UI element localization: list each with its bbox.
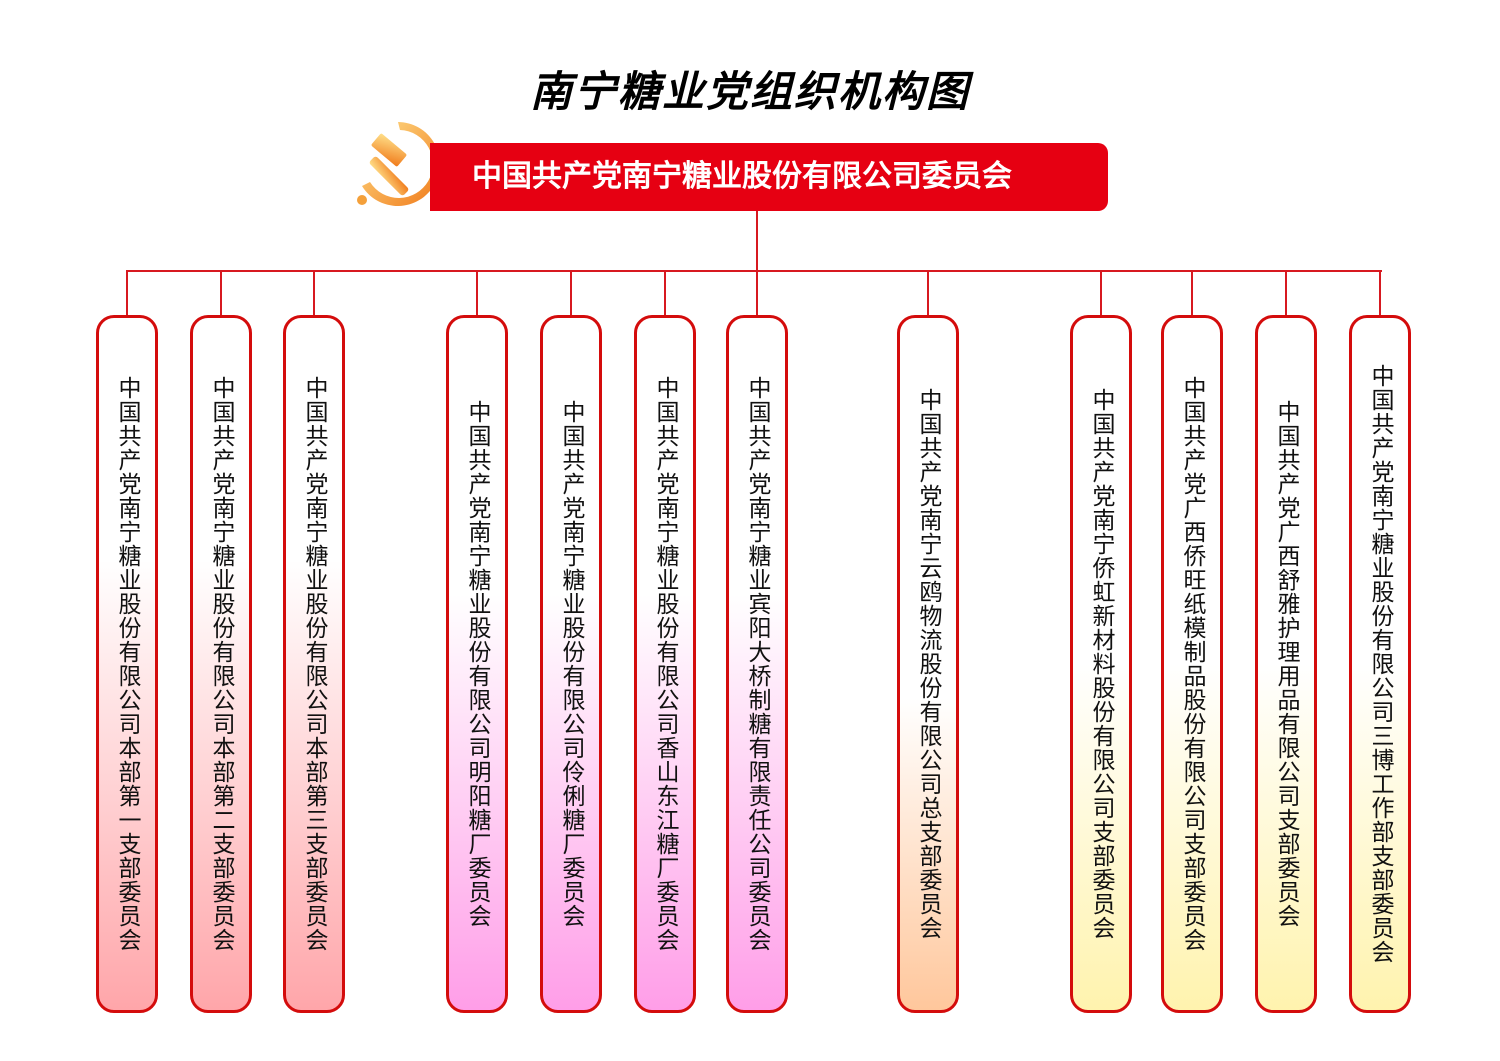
branch-connector	[664, 271, 666, 316]
branch-connector	[756, 271, 758, 316]
party-emblem-icon	[357, 122, 440, 206]
branch-connector	[570, 271, 572, 316]
branch-committee-box: 中国共产党广西侨旺纸模制品股份有限公司支部委员会	[1161, 315, 1223, 1013]
branch-committee-box: 中国共产党广西舒雅护理用品有限公司支部委员会	[1255, 315, 1317, 1013]
root-connector	[756, 211, 758, 272]
branch-connector	[1379, 271, 1381, 316]
branch-committee-label: 中国共产党南宁糖业股份有限公司本部第一支部委员会	[114, 376, 140, 952]
branch-connector	[220, 271, 222, 316]
branch-committee-box: 中国共产党南宁糖业股份有限公司明阳糖厂委员会	[446, 315, 508, 1013]
branch-connector	[1285, 271, 1287, 316]
branch-committee-box: 中国共产党南宁糖业股份有限公司本部第二支部委员会	[190, 315, 252, 1013]
branch-committee-box: 中国共产党南宁糖业股份有限公司本部第三支部委员会	[283, 315, 345, 1013]
branch-committee-box: 中国共产党南宁糖业股份有限公司伶俐糖厂委员会	[540, 315, 602, 1013]
branch-committee-label: 中国共产党南宁糖业宾阳大桥制糖有限责任公司委员会	[744, 376, 770, 952]
branch-committee-label: 中国共产党南宁糖业股份有限公司本部第二支部委员会	[208, 376, 234, 952]
root-committee-label: 中国共产党南宁糖业股份有限公司委员会	[472, 159, 1012, 194]
branch-committee-label: 中国共产党南宁糖业股份有限公司明阳糖厂委员会	[464, 400, 490, 928]
branch-connector	[313, 271, 315, 316]
branch-committee-label: 中国共产党广西侨旺纸模制品股份有限公司支部委员会	[1179, 376, 1205, 952]
branch-committee-label: 中国共产党南宁糖业股份有限公司伶俐糖厂委员会	[558, 400, 584, 928]
branch-committee-box: 中国共产党南宁糖业股份有限公司三博工作部支部委员会	[1349, 315, 1411, 1013]
branch-committee-box: 中国共产党南宁云鸥物流股份有限公司总支部委员会	[897, 315, 959, 1013]
branch-committee-label: 中国共产党南宁糖业股份有限公司三博工作部支部委员会	[1367, 364, 1393, 964]
branch-connector	[1100, 271, 1102, 316]
branch-connector	[476, 271, 478, 316]
branch-connector	[927, 271, 929, 316]
branch-connector	[126, 271, 128, 316]
branch-connector	[1191, 271, 1193, 316]
chart-title: 南宁糖业党组织机构图	[529, 67, 970, 116]
branch-committee-label: 中国共产党南宁侨虹新材料股份有限公司支部委员会	[1088, 388, 1114, 940]
branch-committee-label: 中国共产党南宁糖业股份有限公司本部第三支部委员会	[301, 376, 327, 952]
branch-committee-box: 中国共产党南宁糖业宾阳大桥制糖有限责任公司委员会	[726, 315, 788, 1013]
branch-committee-box: 中国共产党南宁侨虹新材料股份有限公司支部委员会	[1070, 315, 1132, 1013]
branch-committee-label: 中国共产党南宁糖业股份有限公司香山东江糖厂委员会	[652, 376, 678, 952]
horizontal-connector	[126, 270, 1382, 272]
branch-committee-box: 中国共产党南宁糖业股份有限公司本部第一支部委员会	[96, 315, 158, 1013]
branch-committee-label: 中国共产党广西舒雅护理用品有限公司支部委员会	[1273, 400, 1299, 928]
root-committee-banner: 中国共产党南宁糖业股份有限公司委员会	[430, 143, 1108, 211]
branch-committee-box: 中国共产党南宁糖业股份有限公司香山东江糖厂委员会	[634, 315, 696, 1013]
branch-committee-label: 中国共产党南宁云鸥物流股份有限公司总支部委员会	[915, 388, 941, 940]
